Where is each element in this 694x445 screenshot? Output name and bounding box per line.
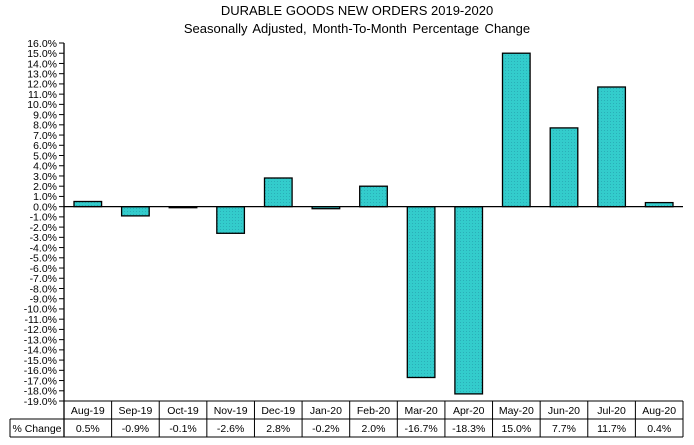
bar-may-20 [501, 52, 531, 208]
x-tick-label: Dec-19 [261, 405, 295, 417]
x-tick-label: Jan-20 [310, 405, 342, 417]
bar-nov-19 [216, 206, 246, 234]
data-label: 11.7% [597, 423, 626, 435]
x-tick-label: Aug-19 [71, 405, 105, 417]
y-tick-label: 7.0% [33, 130, 57, 142]
y-tick-label: 4.0% [33, 161, 57, 173]
y-tick-label: -8.0% [30, 283, 57, 295]
chart-title: DURABLE GOODS NEW ORDERS 2019-2020 [220, 3, 494, 18]
data-label: 0.4% [647, 423, 671, 435]
y-tick-label: -13.0% [24, 334, 57, 346]
y-tick-label: -16.0% [24, 365, 57, 377]
bars [73, 52, 674, 395]
table-row-header: % Change [12, 423, 61, 435]
chart-subtitle: Seasonally Adjusted, Month-To-Month Perc… [183, 21, 531, 36]
y-tick-label: 1.0% [33, 191, 57, 203]
y-tick-label: 5.0% [33, 150, 57, 162]
data-table: % Change Aug-19 0.5% Sep-19 -0.9% Oct-19 -0.1%… [9, 400, 684, 438]
data-label: 0.5% [76, 423, 100, 435]
data-label: -0.1% [169, 423, 196, 435]
y-axis-ticks: 16.0%15.0%14.0%13.0%12.0%11.0%10.0%9.0%8… [24, 38, 64, 408]
x-tick-label: Feb-20 [357, 405, 390, 417]
data-label: -0.9% [122, 423, 149, 435]
axes [63, 43, 683, 437]
y-tick-label: 16.0% [27, 38, 57, 50]
y-tick-label: -6.0% [30, 263, 57, 275]
y-tick-label: -7.0% [30, 273, 57, 285]
y-tick-label: 0.0% [33, 201, 57, 213]
y-tick-label: 11.0% [28, 89, 57, 101]
y-tick-label: -9.0% [30, 294, 57, 306]
bar-dec-19 [263, 177, 293, 208]
y-tick-label: -10.0% [24, 304, 57, 316]
x-tick-label: Aug-20 [642, 405, 676, 417]
y-tick-label: -3.0% [30, 232, 57, 244]
bar-sep-19 [120, 206, 150, 217]
y-tick-label: 8.0% [33, 120, 57, 132]
bar-mar-20 [406, 206, 436, 379]
data-label: 2.8% [266, 423, 290, 435]
bar-feb-20 [359, 185, 388, 208]
y-tick-label: -12.0% [24, 324, 57, 336]
y-tick-label: -17.0% [24, 375, 57, 387]
y-tick-label: 14.0% [27, 58, 57, 70]
y-tick-label: -5.0% [30, 253, 57, 265]
x-tick-label: Apr-20 [453, 405, 485, 417]
y-tick-label: -11.0% [25, 314, 58, 326]
bar-aug-19 [73, 200, 103, 208]
x-tick-label: Nov-19 [214, 405, 248, 417]
x-tick-label: Jul-20 [597, 405, 626, 417]
data-label: 2.0% [362, 423, 386, 435]
x-tick-label: May-20 [499, 405, 534, 417]
y-tick-label: -1.0% [30, 212, 57, 224]
data-label: -0.2% [312, 423, 339, 435]
y-tick-label: 10.0% [27, 99, 57, 111]
data-label: 7.7% [552, 423, 576, 435]
y-tick-label: 13.0% [27, 68, 57, 80]
bar-jul-20 [597, 86, 627, 208]
y-tick-label: 6.0% [33, 140, 57, 152]
data-label: -2.6% [217, 423, 244, 435]
y-tick-label: -2.0% [30, 222, 57, 234]
x-tick-label: Oct-19 [167, 405, 199, 417]
bar-jun-20 [549, 127, 579, 208]
y-tick-label: -4.0% [30, 242, 57, 254]
y-tick-label: -15.0% [24, 355, 57, 367]
data-label: 15.0% [501, 423, 531, 435]
y-tick-label: 3.0% [33, 171, 57, 183]
y-tick-label: 15.0% [27, 48, 57, 60]
y-tick-label: -18.0% [24, 386, 57, 398]
x-tick-label: Jun-20 [548, 405, 580, 417]
y-tick-label: -14.0% [24, 345, 57, 357]
data-label: -16.7% [404, 423, 437, 435]
data-label: -18.3% [452, 423, 485, 435]
y-tick-label: -19.0% [24, 396, 57, 408]
x-tick-label: Mar-20 [404, 405, 437, 417]
y-tick-label: 12.0% [27, 79, 57, 91]
x-tick-label: Sep-19 [118, 405, 152, 417]
y-tick-label: 9.0% [33, 109, 57, 121]
bar-apr-20 [454, 206, 484, 395]
y-tick-label: 2.0% [33, 181, 57, 193]
